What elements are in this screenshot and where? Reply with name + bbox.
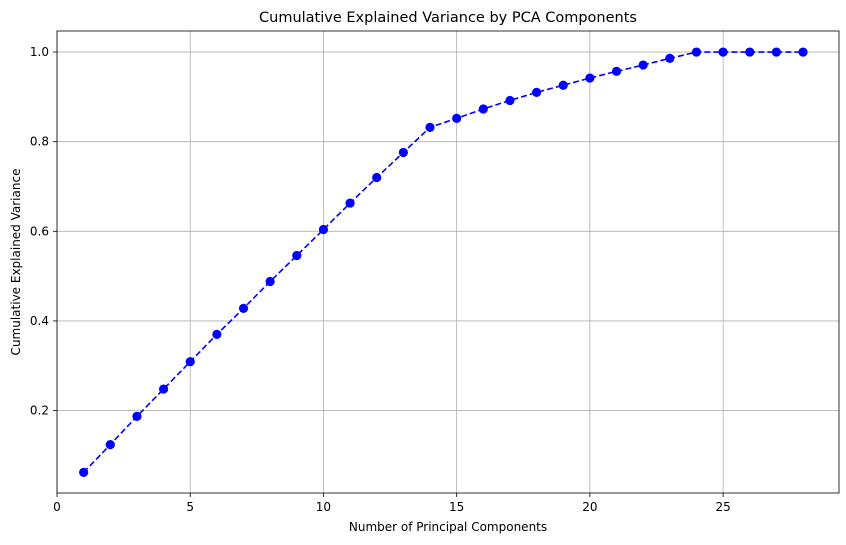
data-point [292, 250, 302, 261]
grid [56, 31, 839, 493]
y-tick-label: 0.2 [30, 404, 49, 418]
data-point [611, 66, 622, 76]
y-tick-label: 0.8 [30, 135, 49, 149]
data-point [505, 95, 515, 106]
data-point [372, 172, 382, 183]
data-point [185, 357, 195, 367]
x-tick-label: 5 [186, 500, 194, 514]
data-point [132, 411, 142, 421]
data-point [238, 303, 249, 313]
x-tick-label: 25 [715, 500, 730, 514]
data-point [345, 198, 355, 208]
data-point [531, 87, 542, 97]
data-point [745, 47, 755, 57]
data-point [398, 147, 408, 158]
x-tick-label: 20 [582, 500, 597, 514]
y-tick-label: 1.0 [30, 45, 49, 59]
data-point [798, 47, 808, 57]
data-point [265, 276, 275, 287]
axis-ticks: 0 5 10 15 20 25 0.2 0.4 0.6 0.8 1.0 [30, 45, 731, 514]
data-point [718, 47, 728, 57]
y-tick-label: 0.4 [30, 314, 49, 328]
data-point [585, 73, 595, 83]
x-tick-label: 10 [316, 500, 331, 514]
x-tick-label: 0 [53, 500, 61, 514]
data-point [558, 80, 568, 90]
data-point [691, 47, 702, 57]
data-point [318, 224, 329, 235]
data-point [771, 47, 781, 57]
plot-frame [56, 30, 840, 494]
y-tick-label: 0.6 [30, 224, 49, 238]
x-axis-label: Number of Principal Components [349, 520, 547, 534]
series-line [83, 51, 804, 473]
chart-title: Cumulative Explained Variance by PCA Com… [259, 10, 637, 26]
x-tick-label: 15 [449, 500, 464, 514]
data-point [79, 467, 89, 477]
data-point [158, 384, 169, 394]
series-markers [79, 47, 808, 477]
data-point [478, 104, 488, 114]
data-point [452, 113, 462, 123]
data-point [425, 122, 435, 132]
data-point [638, 60, 648, 70]
data-point [665, 53, 675, 63]
y-axis-label: Cumulative Explained Variance [9, 169, 23, 356]
data-point [105, 440, 115, 450]
data-point [212, 329, 222, 339]
